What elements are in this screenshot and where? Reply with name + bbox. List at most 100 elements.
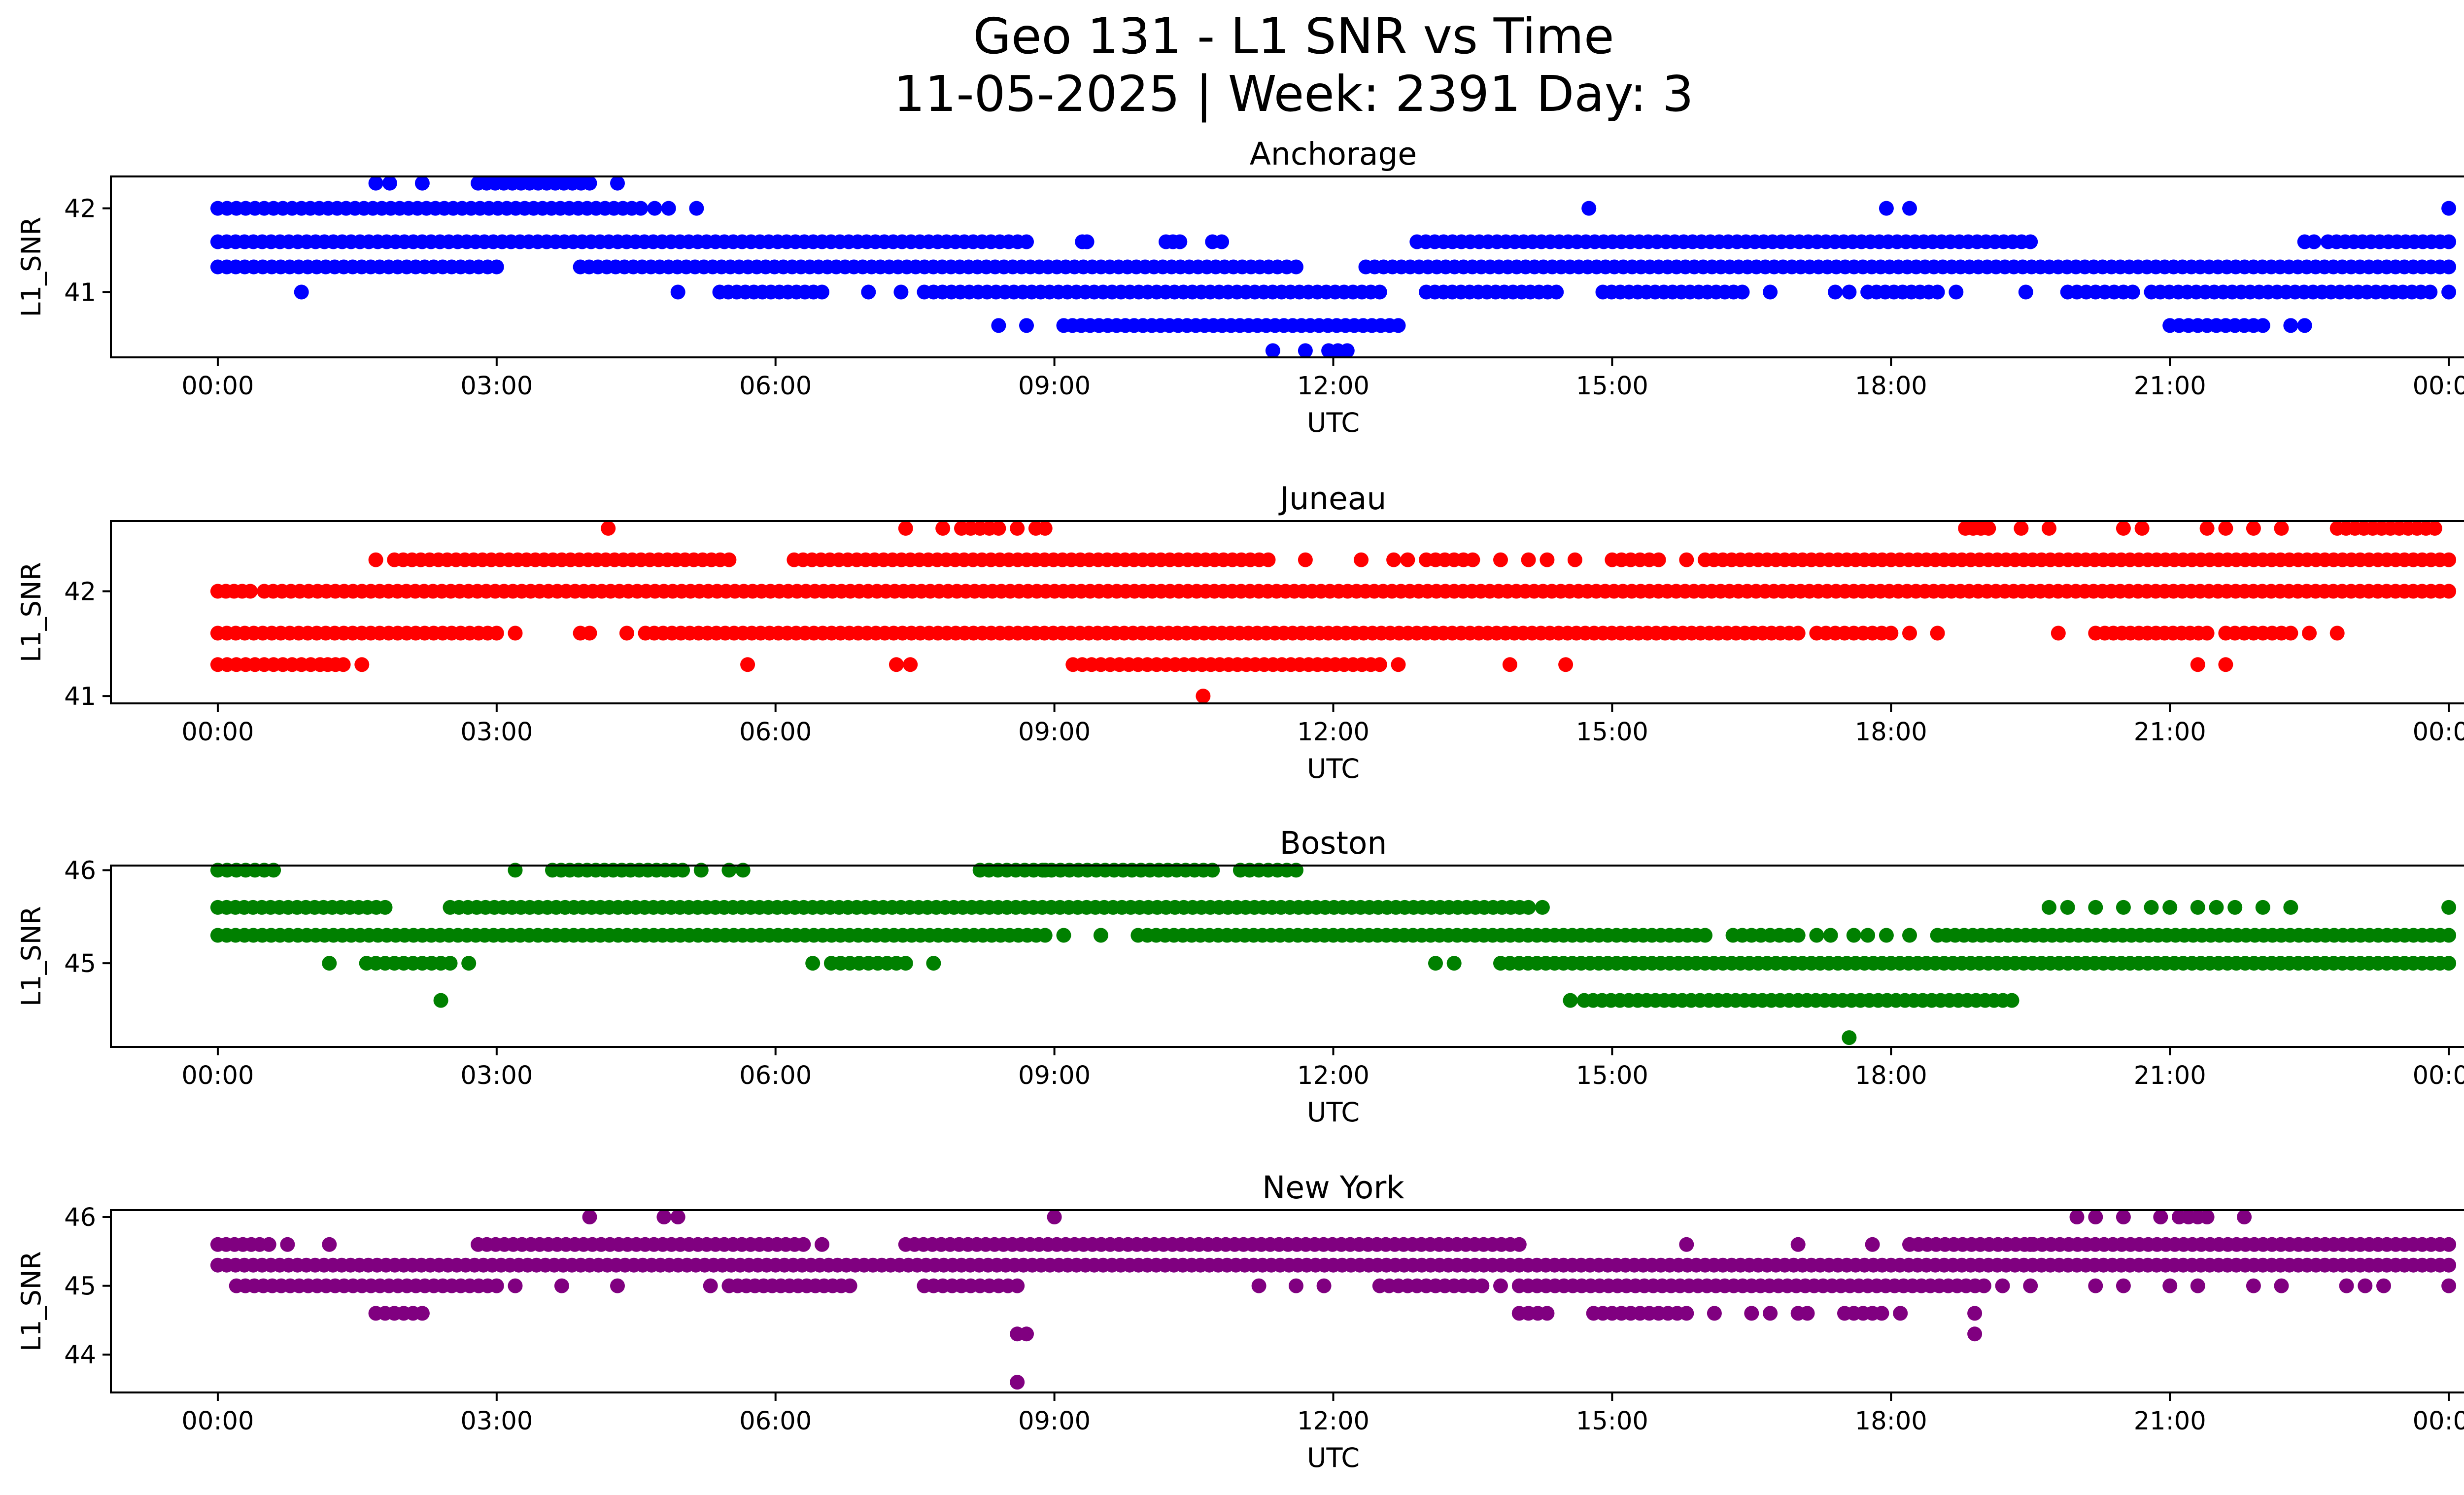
data-point bbox=[1372, 657, 1387, 672]
data-point bbox=[1981, 521, 1996, 536]
data-point bbox=[1214, 234, 1230, 249]
data-point bbox=[280, 1237, 295, 1252]
x-tick-label: 18:00 bbox=[1855, 372, 1927, 401]
data-point bbox=[2218, 521, 2233, 536]
data-point bbox=[1372, 284, 1387, 300]
data-point bbox=[508, 1278, 523, 1293]
data-point bbox=[2246, 1278, 2261, 1293]
data-point bbox=[991, 521, 1006, 536]
data-point bbox=[2190, 657, 2205, 672]
data-point bbox=[1893, 1306, 1908, 1321]
data-point bbox=[1790, 1237, 1806, 1252]
data-point bbox=[2023, 1278, 2038, 1293]
data-point bbox=[2297, 318, 2312, 333]
y-axis-label: L1_SNR bbox=[16, 1251, 47, 1352]
x-tick-label: 03:00 bbox=[460, 718, 533, 747]
data-point bbox=[689, 201, 704, 216]
data-point bbox=[2199, 1210, 2215, 1224]
data-point bbox=[322, 1237, 337, 1252]
y-tick-label: 44 bbox=[64, 1341, 96, 1370]
data-point bbox=[1828, 284, 1843, 300]
data-point bbox=[2116, 1278, 2131, 1293]
subplot-grid: Anchorage 00:00 03:00 06:00 09:00 12:00 15:00 1… bbox=[16, 136, 2464, 1473]
data-point bbox=[2441, 201, 2457, 216]
x-axis-label: UTC bbox=[1307, 407, 1360, 438]
data-point bbox=[2441, 956, 2457, 971]
x-tick-label: 21:00 bbox=[2134, 372, 2206, 401]
data-point bbox=[1391, 318, 1406, 333]
data-point bbox=[433, 993, 448, 1008]
data-point bbox=[1172, 234, 1188, 249]
data-point bbox=[1902, 928, 1917, 943]
x-tick-label: 06:00 bbox=[739, 718, 812, 747]
data-point bbox=[1511, 1237, 1527, 1252]
data-point bbox=[2237, 1210, 2252, 1224]
data-point bbox=[2125, 284, 2140, 300]
data-point bbox=[2209, 900, 2224, 915]
data-point bbox=[1860, 928, 1876, 943]
x-tick-label: 09:00 bbox=[1018, 1061, 1091, 1090]
data-point bbox=[2274, 1278, 2289, 1293]
x-tick-label: 06:00 bbox=[739, 372, 812, 401]
data-point bbox=[1130, 928, 1146, 943]
y-axis-label: L1_SNR bbox=[16, 906, 47, 1007]
subplot-title: Boston bbox=[1280, 825, 1387, 861]
data-point bbox=[582, 626, 597, 641]
data-point bbox=[1428, 956, 1443, 971]
data-point bbox=[2441, 1278, 2457, 1293]
x-tick-label: 06:00 bbox=[739, 1061, 812, 1090]
x-tick-label: 15:00 bbox=[1576, 372, 1648, 401]
x-tick-label: 09:00 bbox=[1018, 718, 1091, 747]
data-point bbox=[619, 626, 634, 641]
data-point bbox=[1879, 201, 1894, 216]
data-point bbox=[1549, 284, 1564, 300]
data-point bbox=[1019, 234, 1034, 249]
x-tick-label: 15:00 bbox=[1576, 718, 1648, 747]
data-point bbox=[633, 201, 649, 216]
data-point bbox=[582, 1210, 597, 1224]
data-point bbox=[1842, 1030, 1857, 1045]
x-tick-label: 18:00 bbox=[1855, 718, 1927, 747]
data-point bbox=[796, 1237, 811, 1252]
data-point bbox=[368, 552, 383, 567]
data-point bbox=[898, 521, 913, 536]
data-point bbox=[2144, 900, 2159, 915]
data-point bbox=[1581, 201, 1597, 216]
data-point bbox=[721, 552, 737, 567]
data-point bbox=[2051, 626, 2066, 641]
x-tick-label: 00:00 bbox=[181, 1061, 254, 1090]
data-point bbox=[1790, 928, 1806, 943]
y-axis-label: L1_SNR bbox=[16, 217, 47, 317]
data-point bbox=[1196, 689, 1211, 704]
data-point bbox=[1540, 552, 1555, 567]
data-point bbox=[2283, 900, 2298, 915]
data-point bbox=[414, 175, 430, 191]
scatter-series bbox=[210, 863, 2457, 1045]
data-point bbox=[1079, 234, 1095, 249]
data-point bbox=[917, 284, 932, 300]
data-point bbox=[1474, 1278, 1490, 1293]
data-point bbox=[1535, 900, 1550, 915]
data-point bbox=[242, 584, 258, 599]
data-point bbox=[368, 175, 383, 191]
data-point bbox=[1265, 343, 1280, 358]
data-point bbox=[1493, 552, 1508, 567]
data-point bbox=[1879, 928, 1894, 943]
data-point bbox=[1846, 928, 1861, 943]
data-point bbox=[2190, 900, 2205, 915]
x-tick-label: 00:00 bbox=[2413, 1407, 2464, 1436]
subplot-title: New York bbox=[1262, 1170, 1404, 1206]
data-point bbox=[610, 175, 625, 191]
data-point bbox=[656, 1210, 672, 1224]
data-point bbox=[2441, 234, 2457, 249]
data-point bbox=[2042, 521, 2056, 536]
subplot-title: Juneau bbox=[1278, 481, 1387, 517]
data-point bbox=[2441, 1237, 2457, 1252]
data-point bbox=[2441, 552, 2457, 567]
data-point bbox=[2441, 584, 2457, 599]
data-point bbox=[2199, 626, 2215, 641]
data-point bbox=[670, 284, 685, 300]
y-tick-label: 46 bbox=[64, 856, 96, 885]
data-point bbox=[2283, 318, 2298, 333]
